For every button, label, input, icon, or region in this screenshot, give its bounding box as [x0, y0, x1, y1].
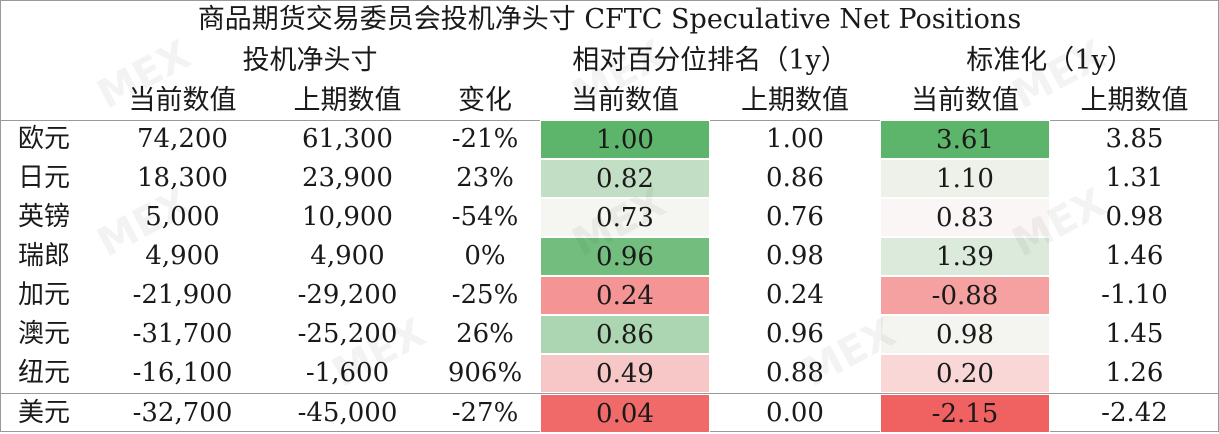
rank-previous-value: 0.86	[766, 163, 824, 193]
group-header-net: 投机净头寸	[242, 45, 378, 76]
net-previous-value: -29,200	[297, 280, 398, 310]
std-previous-value: 1.45	[1105, 319, 1164, 349]
std-previous-value: -2.42	[1101, 398, 1168, 428]
table-row: 英镑 5,000 10,900 -54% 0.73 0.76 0.83 0.98	[0, 198, 1219, 237]
change-value: -25%	[451, 280, 519, 310]
net-previous-value: 23,900	[302, 163, 393, 193]
net-previous-value: 4,900	[310, 241, 385, 271]
rank-previous-value: 0.76	[766, 202, 824, 232]
std-current-value: -2.15	[880, 394, 1050, 433]
table-row: 美元 -32,700 -45,000 -27% 0.04 0.00 -2.15 -2.42	[0, 394, 1219, 433]
change-value: 0%	[464, 241, 506, 271]
change-value: 23%	[456, 163, 514, 193]
net-current-value: -21,900	[132, 280, 233, 310]
net-current-value: -32,700	[132, 398, 233, 428]
table-row: 欧元 74,200 61,300 -21% 1.00 1.00 3.61 3.85	[0, 120, 1219, 159]
rank-current-value: 0.04	[540, 394, 710, 433]
currency-name: 瑞郎	[18, 241, 71, 271]
rank-previous-value: 0.96	[766, 319, 824, 349]
rank-current-value: 1.00	[540, 120, 710, 159]
std-previous-value: 3.85	[1105, 124, 1164, 154]
col-header-change: 变化	[458, 85, 512, 116]
group-header-rank: 相对百分位排名（1y）	[572, 45, 848, 76]
rank-previous-value: 0.24	[766, 280, 824, 310]
std-current-value: 0.83	[880, 198, 1050, 237]
std-current-value: 0.98	[880, 315, 1050, 354]
change-value: 906%	[447, 358, 523, 388]
net-previous-value: 61,300	[302, 124, 393, 154]
std-current-value: 1.10	[880, 159, 1050, 198]
change-value: -27%	[451, 398, 519, 428]
currency-name: 澳元	[18, 319, 71, 349]
currency-name: 欧元	[18, 124, 71, 154]
net-previous-value: -1,600	[305, 358, 390, 388]
net-current-value: 5,000	[145, 202, 220, 232]
rank-previous-value: 0.88	[766, 358, 824, 388]
rank-current-value: 0.82	[540, 159, 710, 198]
net-current-value: -16,100	[132, 358, 233, 388]
table-row: 日元 18,300 23,900 23% 0.82 0.86 1.10 1.31	[0, 159, 1219, 198]
col-header-std-current: 当前数值	[911, 85, 1019, 116]
table-row: 瑞郎 4,900 4,900 0% 0.96 0.98 1.39 1.46	[0, 237, 1219, 276]
std-previous-value: -1.10	[1101, 280, 1168, 310]
currency-name: 加元	[18, 280, 71, 310]
net-current-value: 74,200	[137, 124, 228, 154]
net-previous-value: -45,000	[297, 398, 398, 428]
std-current-value: 0.20	[880, 354, 1050, 393]
rank-previous-value: 1.00	[766, 124, 824, 154]
table-row: 加元 -21,900 -29,200 -25% 0.24 0.24 -0.88 -1.10	[0, 276, 1219, 315]
std-previous-value: 1.26	[1105, 358, 1164, 388]
table-title: 商品期货交易委员会投机净头寸 CFTC Speculative Net Posi…	[197, 4, 1022, 35]
col-header-rank-current: 当前数值	[571, 85, 679, 116]
std-current-value: -0.88	[880, 276, 1050, 315]
col-header-net-current: 当前数值	[128, 85, 237, 116]
currency-name: 美元	[18, 398, 71, 428]
rank-previous-value: 0.98	[766, 241, 824, 271]
change-value: -54%	[451, 202, 519, 232]
std-previous-value: 1.31	[1105, 163, 1164, 193]
group-header-std: 标准化（1y）	[966, 45, 1134, 76]
change-value: 26%	[456, 319, 514, 349]
net-current-value: 4,900	[145, 241, 220, 271]
currency-name: 英镑	[18, 202, 71, 232]
table-row: 纽元 -16,100 -1,600 906% 0.49 0.88 0.20 1.26	[0, 354, 1219, 393]
table-row: 澳元 -31,700 -25,200 26% 0.86 0.96 0.98 1.45	[0, 315, 1219, 354]
rank-previous-value: 0.00	[766, 398, 824, 428]
col-header-net-previous: 上期数值	[293, 85, 402, 116]
col-header-std-previous: 上期数值	[1080, 85, 1189, 116]
net-previous-value: 10,900	[302, 202, 393, 232]
usd-divider	[0, 393, 1219, 394]
net-current-value: -31,700	[132, 319, 233, 349]
rank-current-value: 0.96	[540, 237, 710, 276]
col-header-rank-previous: 上期数值	[741, 85, 849, 116]
rank-current-value: 0.49	[540, 354, 710, 393]
std-current-value: 3.61	[880, 120, 1050, 159]
std-previous-value: 1.46	[1105, 241, 1164, 271]
std-previous-value: 0.98	[1105, 202, 1164, 232]
net-current-value: 18,300	[137, 163, 228, 193]
change-value: -21%	[451, 124, 519, 154]
rank-current-value: 0.24	[540, 276, 710, 315]
currency-name: 日元	[18, 163, 71, 193]
rank-current-value: 0.73	[540, 198, 710, 237]
currency-name: 纽元	[18, 358, 71, 388]
net-previous-value: -25,200	[297, 319, 398, 349]
rank-current-value: 0.86	[540, 315, 710, 354]
std-current-value: 1.39	[880, 237, 1050, 276]
